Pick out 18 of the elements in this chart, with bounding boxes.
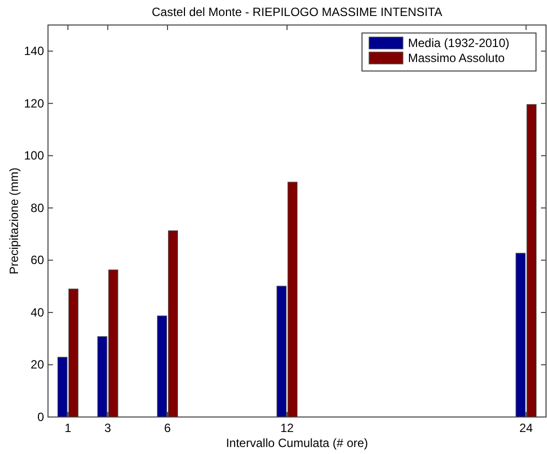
y-tick-label: 60 bbox=[30, 253, 44, 268]
y-tick-label: 140 bbox=[24, 44, 44, 58]
y-tick-label: 40 bbox=[30, 305, 44, 320]
legend-label: Media (1932-2010) bbox=[408, 36, 510, 50]
x-tick-label: 3 bbox=[104, 421, 112, 435]
y-tick-label: 20 bbox=[30, 358, 44, 372]
x-tick-label: 6 bbox=[164, 421, 172, 435]
y-axis-title: Precipitazione (mm) bbox=[7, 168, 21, 274]
chart-title: Castel del Monte - RIEPILOGO MASSIME INTENSITA bbox=[152, 5, 442, 19]
x-axis-title: Intervallo Cumulata (# ore) bbox=[226, 436, 368, 450]
y-tick-label: 100 bbox=[24, 148, 44, 163]
x-tick-label: 1 bbox=[64, 421, 72, 435]
x-tick-label: 12 bbox=[280, 421, 294, 435]
y-tick-label: 80 bbox=[30, 200, 44, 215]
x-tick-label: 24 bbox=[519, 421, 534, 435]
y-tick-label: 120 bbox=[24, 96, 44, 110]
legend-label: Massimo Assoluto bbox=[408, 51, 506, 65]
y-tick-label: 0 bbox=[37, 410, 44, 424]
